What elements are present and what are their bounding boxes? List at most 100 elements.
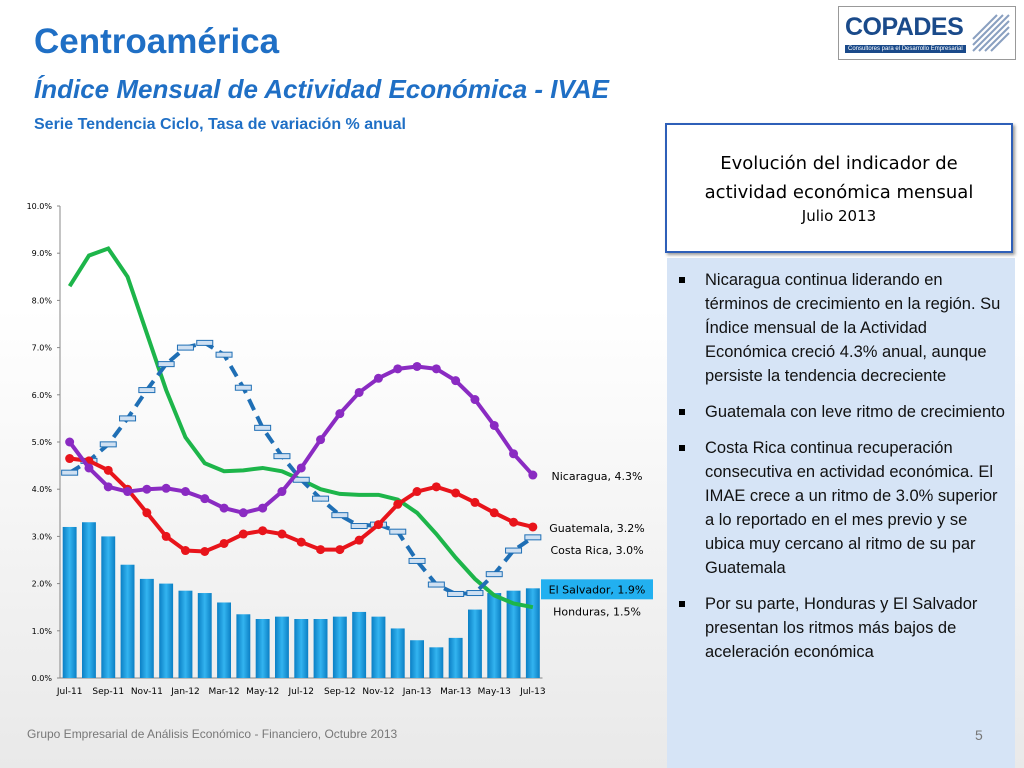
marker: [528, 522, 538, 532]
marker: [292, 476, 310, 483]
marker: [200, 494, 210, 504]
x-tick-label: Nov-11: [131, 687, 163, 697]
x-tick-label: Jan-12: [170, 687, 200, 697]
marker: [103, 465, 113, 475]
marker: [316, 435, 326, 445]
marker: [354, 387, 364, 397]
marker: [524, 534, 542, 541]
end-label: El Salvador, 1.9%: [549, 583, 646, 596]
y-tick-label: 1.0%: [32, 627, 53, 636]
y-tick-label: 2.0%: [32, 580, 53, 589]
bar: [410, 640, 424, 678]
marker: [157, 361, 175, 368]
marker: [180, 546, 190, 556]
chart: 0.0% 1.0% 2.0% 3.0% 4.0% 5.0% 6.0% 7.0% 8.0% 9.0%…: [27, 202, 653, 697]
marker: [505, 547, 523, 554]
marker: [412, 361, 422, 371]
marker: [470, 497, 480, 507]
panel-heading: Evolución del indicador de actividad eco…: [704, 153, 974, 203]
marker: [509, 517, 519, 527]
marker: [234, 384, 252, 391]
bar: [82, 522, 96, 678]
x-tick-label: Jul-11: [56, 687, 83, 697]
marker: [312, 495, 330, 502]
marker: [528, 470, 538, 480]
x-tick-label: Sep-12: [324, 687, 356, 697]
logo: COPADES Consultores para el Desarrollo E…: [838, 6, 1016, 60]
marker: [485, 571, 503, 578]
marker: [99, 441, 117, 448]
note: Serie Tendencia Ciclo, Tasa de variación…: [34, 116, 406, 133]
marker: [335, 545, 345, 555]
end-label: Guatemala, 3.2%: [549, 522, 645, 535]
marker: [408, 557, 426, 564]
marker: [254, 424, 272, 431]
x-tick-label: Jan-13: [402, 687, 432, 697]
marker: [142, 508, 152, 518]
marker: [427, 581, 445, 588]
bar: [139, 578, 154, 678]
bar: [217, 602, 231, 678]
bar: [352, 611, 367, 678]
y-tick-label: 8.0%: [32, 296, 53, 305]
x-tick-label: Mar-13: [440, 687, 471, 697]
end-label: Costa Rica, 3.0%: [550, 544, 643, 557]
bar: [255, 619, 270, 678]
marker: [412, 487, 422, 497]
bar: [390, 628, 405, 678]
marker: [65, 454, 75, 464]
y-tick-label: 6.0%: [32, 391, 53, 400]
y-tick-label: 7.0%: [32, 344, 53, 353]
y-tick-label: 0.0%: [32, 674, 53, 683]
marker: [142, 484, 152, 494]
bar: [236, 614, 251, 678]
title: Centroamérica: [34, 22, 280, 61]
marker: [431, 482, 441, 492]
marker: [489, 420, 499, 430]
bar: [197, 593, 212, 678]
marker: [393, 499, 403, 509]
bar: [159, 583, 174, 678]
marker: [451, 488, 461, 498]
bar: [525, 588, 540, 678]
y-tick-label: 9.0%: [32, 249, 53, 258]
marker: [119, 415, 137, 422]
footer: Grupo Empresarial de Análisis Económico …: [27, 727, 398, 741]
marker: [65, 437, 75, 447]
marker: [489, 508, 499, 518]
marker: [373, 520, 383, 530]
marker: [180, 487, 190, 497]
marker: [84, 463, 94, 473]
marker: [238, 529, 248, 539]
marker: [258, 526, 268, 536]
y-tick-label: 3.0%: [32, 532, 53, 541]
bar: [506, 590, 521, 678]
y-tick-label: 10.0%: [27, 202, 53, 211]
x-tick-label: Mar-12: [208, 687, 239, 697]
marker: [447, 590, 465, 597]
marker: [350, 523, 368, 530]
label-bg: [541, 579, 653, 600]
end-label: Honduras, 1.5%: [553, 605, 641, 618]
marker: [466, 590, 484, 597]
bar: [101, 536, 116, 678]
marker: [393, 364, 403, 374]
line: [69, 456, 534, 554]
marker: [123, 487, 133, 497]
bar: [294, 619, 309, 678]
bar: [120, 564, 135, 678]
bar: [332, 616, 347, 678]
bullet: Guatemala con leve ritmo de crecimiento: [676, 400, 1008, 424]
marker: [373, 373, 383, 383]
marker: [215, 351, 233, 358]
marker: [431, 364, 441, 374]
marker: [196, 339, 214, 346]
y-tick-label: 5.0%: [32, 438, 53, 447]
line: [67, 246, 534, 610]
bar: [429, 647, 444, 678]
logo-name: COPADES: [845, 13, 964, 41]
bullet: Costa Rica continua recuperación consecu…: [676, 436, 1008, 580]
bar: [275, 616, 289, 678]
panel-date: Julio 2013: [801, 207, 877, 225]
marker: [296, 537, 306, 547]
